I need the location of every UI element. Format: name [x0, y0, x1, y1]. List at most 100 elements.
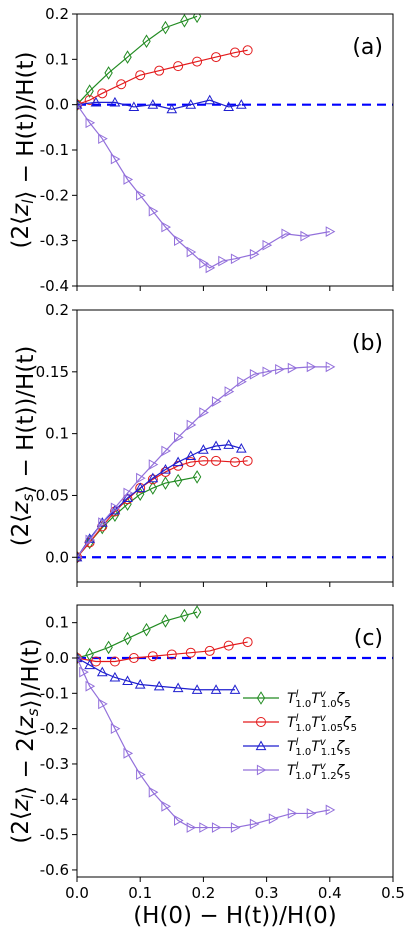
data-point — [185, 99, 197, 109]
panel-a: -0.4 -0.3 -0.2 -0.1 0.0 0.1 0.2 (a) (2⟨zl⟩ − H(t… — [8, 5, 394, 295]
data-point — [85, 84, 94, 98]
data-point — [281, 228, 292, 240]
y-tick-label: -0.4 — [40, 790, 69, 808]
data-point — [211, 455, 222, 466]
y-axis-label: (2⟨zs⟩ − H(t))/H(t) — [8, 346, 39, 547]
series-line-3 — [77, 657, 235, 691]
data-point — [205, 262, 216, 274]
data-point — [148, 205, 159, 217]
data-point — [242, 455, 253, 466]
series-group — [77, 14, 336, 274]
data-point — [109, 96, 121, 107]
y-tick-label: 0.1 — [45, 425, 69, 443]
data-point — [199, 822, 209, 833]
data-point — [98, 517, 108, 529]
data-point — [174, 235, 184, 247]
data-point — [79, 666, 89, 678]
data-point — [109, 656, 120, 667]
data-point — [230, 253, 241, 265]
legend-label-2: Tl 1.0Tv 1.05ζ5 — [287, 713, 357, 734]
data-point — [96, 666, 108, 677]
y-tick-label: 0.2 — [45, 5, 69, 23]
series-line-3 — [77, 444, 242, 558]
data-point — [325, 804, 336, 816]
data-point — [204, 94, 216, 105]
y-axis-label: (2⟨zl⟩ − 2⟨zs⟩)/H(t) — [8, 638, 44, 843]
data-point — [223, 640, 234, 651]
data-point — [147, 99, 159, 109]
data-point — [84, 95, 95, 106]
data-point — [142, 34, 151, 49]
data-point — [204, 645, 215, 656]
data-point — [123, 631, 132, 646]
data-point — [186, 419, 197, 431]
data-point — [262, 366, 273, 378]
data-point — [192, 605, 202, 619]
x-axis-label: (H(0) − H(t))/H(0) — [133, 903, 337, 929]
data-point — [85, 680, 96, 692]
data-point — [306, 808, 317, 819]
data-point — [161, 445, 172, 457]
y-tick-label: 0.0 — [45, 548, 69, 566]
data-point — [77, 97, 82, 112]
series-line-2 — [77, 641, 248, 663]
data-point — [287, 808, 298, 819]
data-point — [135, 70, 146, 81]
data-point — [85, 534, 96, 546]
data-point — [211, 396, 222, 407]
data-point — [122, 492, 133, 503]
panel-label: (b) — [352, 331, 383, 356]
series-line-4 — [77, 366, 330, 558]
data-point — [98, 698, 108, 710]
data-point — [110, 723, 121, 734]
series-line-1 — [77, 15, 198, 106]
data-point — [218, 255, 228, 267]
data-point — [287, 362, 298, 374]
data-point — [166, 649, 177, 660]
data-point — [134, 482, 146, 493]
data-point — [210, 440, 222, 451]
data-point — [249, 368, 260, 380]
data-point — [185, 450, 197, 460]
data-point — [122, 675, 133, 686]
legend: Tl 1.0Tv 1.0ζ5 Tl 1.0Tv 1.05ζ5 Tl 1.0Tv 1.1ζ5 Tl 1… — [243, 689, 357, 782]
data-point — [154, 65, 165, 76]
data-point — [147, 474, 158, 485]
data-point — [210, 684, 222, 694]
data-point — [90, 96, 102, 107]
panel-label: (a) — [352, 35, 383, 60]
data-point — [128, 652, 139, 663]
data-point — [224, 386, 235, 397]
panel-label: (c) — [354, 626, 383, 651]
data-point — [161, 801, 172, 812]
data-point — [148, 786, 159, 798]
data-point — [199, 257, 209, 269]
data-point — [166, 103, 178, 114]
series-line-4 — [77, 104, 330, 269]
y-tick-label: -0.2 — [40, 720, 69, 738]
axes-frame — [76, 604, 394, 878]
x-tick-label: 0.1 — [128, 884, 152, 902]
y-tick-label: 0.0 — [45, 96, 69, 114]
data-point — [148, 459, 159, 470]
data-point — [198, 444, 209, 454]
data-point — [161, 614, 170, 628]
data-point — [161, 20, 170, 35]
y-tick-label: 0.05 — [36, 486, 69, 504]
data-point — [77, 551, 83, 562]
y-tick-label: -0.1 — [40, 684, 69, 702]
data-point — [268, 813, 279, 825]
data-point — [235, 99, 247, 109]
series-line-4 — [77, 657, 330, 829]
axes-frame — [76, 13, 394, 287]
legend-marker-2 — [256, 717, 266, 727]
data-point — [199, 407, 209, 418]
series-line-3 — [77, 99, 242, 110]
data-point — [173, 473, 183, 488]
y-tick-label: -0.3 — [40, 232, 69, 250]
data-point — [242, 45, 253, 56]
y-tick-label: 0.0 — [45, 649, 69, 667]
data-point — [153, 680, 165, 691]
data-point — [77, 651, 82, 665]
data-point — [262, 239, 273, 251]
